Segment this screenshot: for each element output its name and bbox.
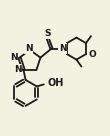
- Text: N: N: [10, 53, 17, 62]
- Text: N: N: [59, 44, 66, 53]
- Text: N: N: [14, 65, 22, 74]
- Text: S: S: [44, 29, 51, 38]
- Text: N: N: [25, 44, 32, 53]
- Text: O: O: [89, 50, 97, 59]
- Text: OH: OH: [48, 78, 64, 88]
